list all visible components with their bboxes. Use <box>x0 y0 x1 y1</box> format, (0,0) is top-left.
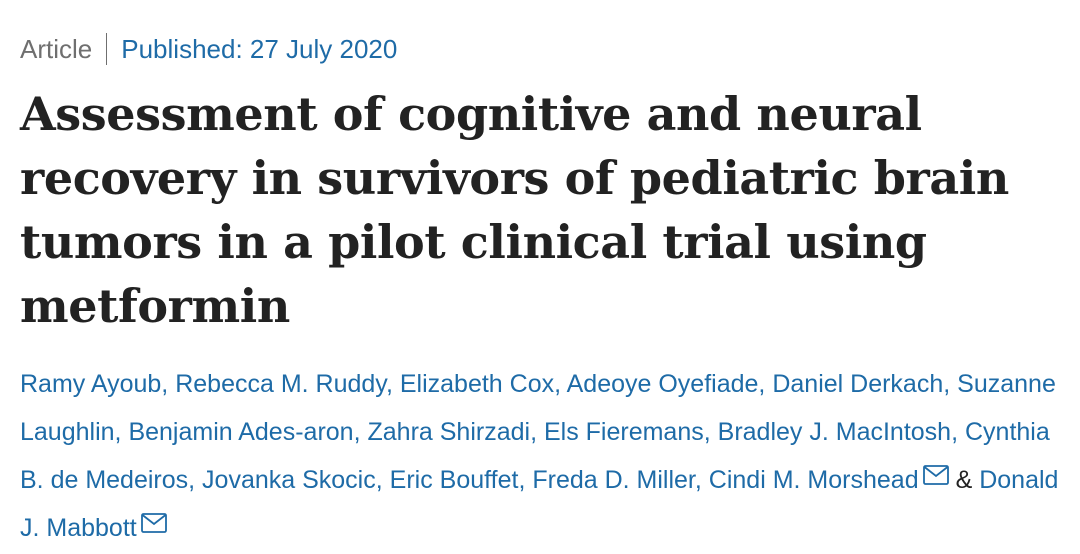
author-conjunction: & <box>955 466 973 494</box>
author-link[interactable]: Adeoye Oyefiade <box>566 370 759 398</box>
meta-divider <box>106 33 108 65</box>
author-link[interactable]: Jovanka Skocic <box>202 466 376 494</box>
author-separator: , <box>518 466 533 494</box>
mail-icon[interactable] <box>922 465 949 485</box>
author-separator: , <box>703 418 718 446</box>
author-separator: , <box>554 370 567 398</box>
author-separator: , <box>385 370 400 398</box>
author-link[interactable]: Bradley J. MacIntosh <box>717 418 952 446</box>
title-line: Assessment of cognitive and neural <box>20 87 922 141</box>
author-link[interactable]: Donald J. Mabbott <box>20 466 1059 542</box>
author-separator: , <box>951 418 965 446</box>
author-link[interactable]: Benjamin Ades-aron <box>128 418 354 446</box>
author-link[interactable]: Cindi M. Morshead <box>708 466 919 494</box>
author-link[interactable]: Suzanne Laughlin <box>20 370 1056 446</box>
author-link[interactable]: Daniel Derkach <box>772 370 944 398</box>
author-list: Ramy Ayoub, Rebecca M. Ruddy, Elizabeth … <box>20 360 1070 552</box>
author-link[interactable]: Cynthia B. de Medeiros <box>20 418 1050 494</box>
author-link[interactable]: Elizabeth Cox <box>399 370 555 398</box>
author-separator: , <box>353 418 368 446</box>
author-link[interactable]: Zahra Shirzadi <box>367 418 531 446</box>
author-separator: , <box>530 418 544 446</box>
article-meta: Article Published: 27 July 2020 <box>20 27 397 71</box>
author-separator: , <box>694 466 709 494</box>
author-separator: , <box>188 466 203 494</box>
author-link[interactable]: Eric Bouffet <box>389 466 519 494</box>
author-separator: , <box>161 370 176 398</box>
author-link[interactable]: Ramy Ayoub <box>20 370 162 398</box>
title-line: metformin <box>20 279 290 333</box>
author-separator: , <box>758 370 773 398</box>
article-type: Article <box>20 34 93 64</box>
author-separator: , <box>943 370 958 398</box>
title-line: tumors in a pilot clinical trial using <box>20 215 927 269</box>
author-separator: , <box>114 418 129 446</box>
author-link[interactable]: Els Fieremans <box>543 418 704 446</box>
title-line: recovery in survivors of pediatric brain <box>20 151 1009 205</box>
article-title: Assessment of cognitive and neural recov… <box>20 82 1060 338</box>
author-link[interactable]: Rebecca M. Ruddy <box>175 370 386 398</box>
mail-icon[interactable] <box>140 513 167 533</box>
author-separator: , <box>375 466 390 494</box>
author-link[interactable]: Freda D. Miller <box>532 466 695 494</box>
published-date: Published: 27 July 2020 <box>121 34 398 64</box>
